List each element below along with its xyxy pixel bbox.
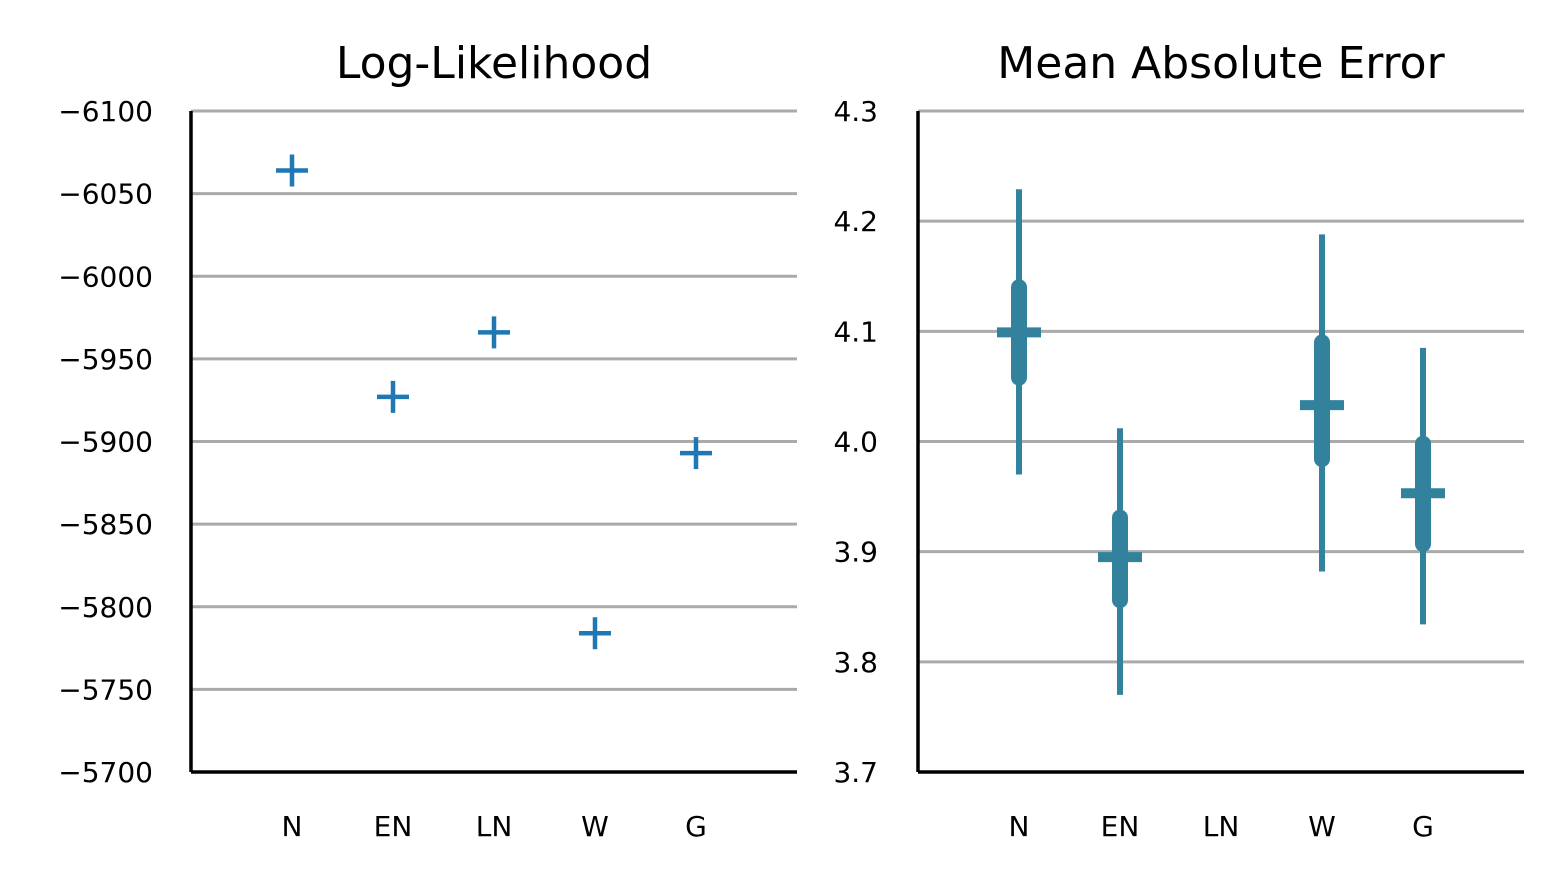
x-tick-label: N xyxy=(282,810,303,843)
point-n-marker xyxy=(276,154,308,186)
y-tick-label: 3.8 xyxy=(833,646,878,679)
y-tick-label: −5800 xyxy=(58,591,153,624)
x-tick-label: EN xyxy=(1101,810,1140,843)
point-ln-marker xyxy=(478,316,510,348)
x-tick-label: EN xyxy=(374,810,413,843)
y-tick-label: −5850 xyxy=(58,508,153,541)
x-tick-label: W xyxy=(581,810,609,843)
y-tick-label: −6050 xyxy=(58,178,153,211)
x-tick-label: W xyxy=(1308,810,1336,843)
y-tick-label: 4.0 xyxy=(833,426,878,459)
x-tick-label: G xyxy=(685,810,707,843)
y-tick-label: −5750 xyxy=(58,673,153,706)
y-tick-label: 3.7 xyxy=(833,756,878,789)
chart-title-1: Log-Likelihood xyxy=(336,38,652,89)
y-tick-label: −5700 xyxy=(58,756,153,789)
chart-title-2: Mean Absolute Error xyxy=(997,38,1445,89)
x-tick-label: LN xyxy=(1203,810,1240,843)
y-tick-label: 3.9 xyxy=(833,536,878,569)
y-tick-label: −6000 xyxy=(58,260,153,293)
x-tick-label: N xyxy=(1009,810,1030,843)
point-en-marker xyxy=(377,381,409,413)
y-tick-label: 4.3 xyxy=(833,95,878,128)
y-tick-label: −5950 xyxy=(58,343,153,376)
point-w-marker xyxy=(579,617,611,649)
y-tick-label: −6100 xyxy=(58,95,153,128)
x-tick-label: LN xyxy=(476,810,513,843)
y-tick-label: 4.1 xyxy=(833,315,878,348)
y-tick-label: −5900 xyxy=(58,426,153,459)
y-tick-label: 4.2 xyxy=(833,205,878,238)
x-tick-label: G xyxy=(1412,810,1434,843)
